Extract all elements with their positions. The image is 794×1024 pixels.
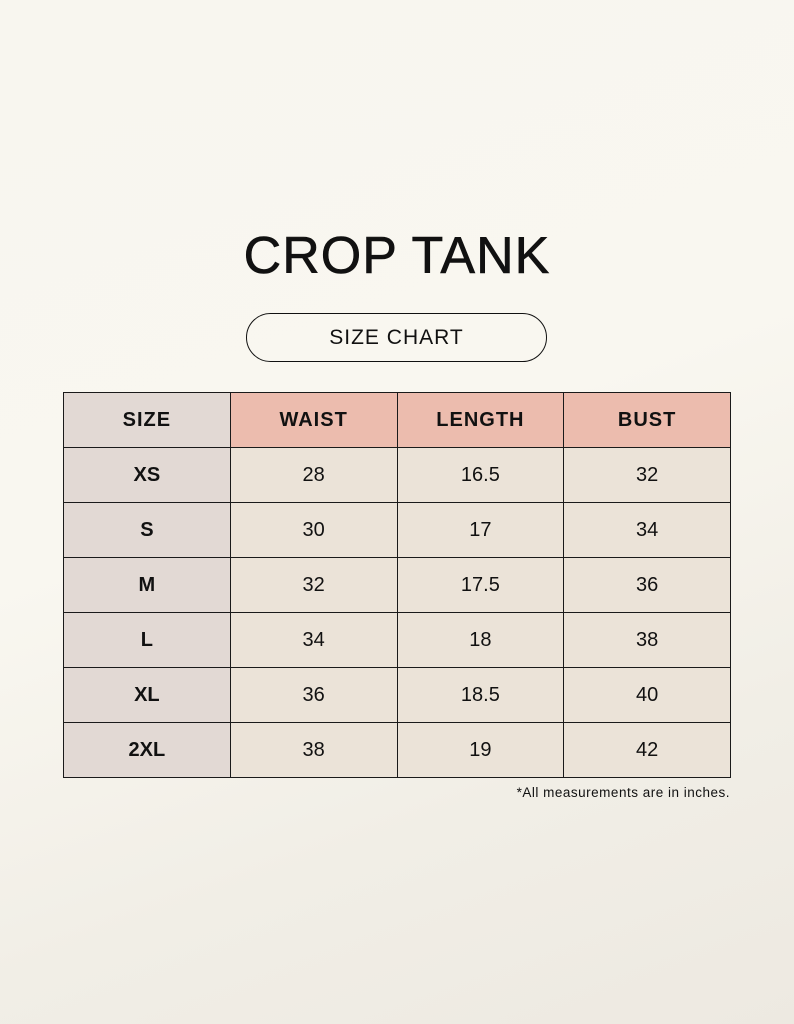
measurement-cell: 42 xyxy=(563,722,731,778)
column-header: BUST xyxy=(563,392,731,448)
measurement-cell: 17 xyxy=(396,502,565,558)
page-title: CROP TANK xyxy=(243,227,551,286)
measurement-cell: 38 xyxy=(229,722,398,778)
size-cell: XL xyxy=(63,667,231,723)
column-header: SIZE xyxy=(63,392,231,448)
measurement-cell: 19 xyxy=(396,722,565,778)
table-row: L 34 18 38 xyxy=(63,612,731,668)
measurement-cell: 38 xyxy=(563,612,731,668)
size-chart-table: SIZE WAIST LENGTH BUST XS 28 16.5 32 S 30 17 34 M 32 1… xyxy=(63,392,731,778)
size-cell: M xyxy=(63,557,231,613)
measurement-cell: 40 xyxy=(563,667,731,723)
measurement-cell: 32 xyxy=(563,447,731,503)
measurement-cell: 34 xyxy=(563,502,731,558)
measurement-cell: 36 xyxy=(229,667,398,723)
size-cell: S xyxy=(63,502,231,558)
table-row: S 30 17 34 xyxy=(63,502,731,558)
measurement-cell: 34 xyxy=(229,612,398,668)
table-row: XL 36 18.5 40 xyxy=(63,667,731,723)
subtitle: SIZE CHART xyxy=(329,325,464,349)
measurement-cell: 17.5 xyxy=(396,557,565,613)
measurement-cell: 30 xyxy=(229,502,398,558)
size-cell: XS xyxy=(63,447,231,503)
measurement-cell: 16.5 xyxy=(396,447,565,503)
measurement-cell: 32 xyxy=(229,557,398,613)
measurement-cell: 36 xyxy=(563,557,731,613)
column-header: LENGTH xyxy=(396,392,565,448)
size-chart-badge: SIZE CHART xyxy=(246,313,547,362)
measurement-cell: 18 xyxy=(396,612,565,668)
column-header: WAIST xyxy=(229,392,398,448)
table-row: XS 28 16.5 32 xyxy=(63,447,731,503)
table-row: M 32 17.5 36 xyxy=(63,557,731,613)
measurement-note: *All measurements are in inches. xyxy=(516,785,730,800)
table-row: 2XL 38 19 42 xyxy=(63,722,731,778)
size-cell: L xyxy=(63,612,231,668)
size-cell: 2XL xyxy=(63,722,231,778)
measurement-cell: 18.5 xyxy=(396,667,565,723)
header-row: SIZE WAIST LENGTH BUST xyxy=(63,392,731,448)
measurement-cell: 28 xyxy=(229,447,398,503)
